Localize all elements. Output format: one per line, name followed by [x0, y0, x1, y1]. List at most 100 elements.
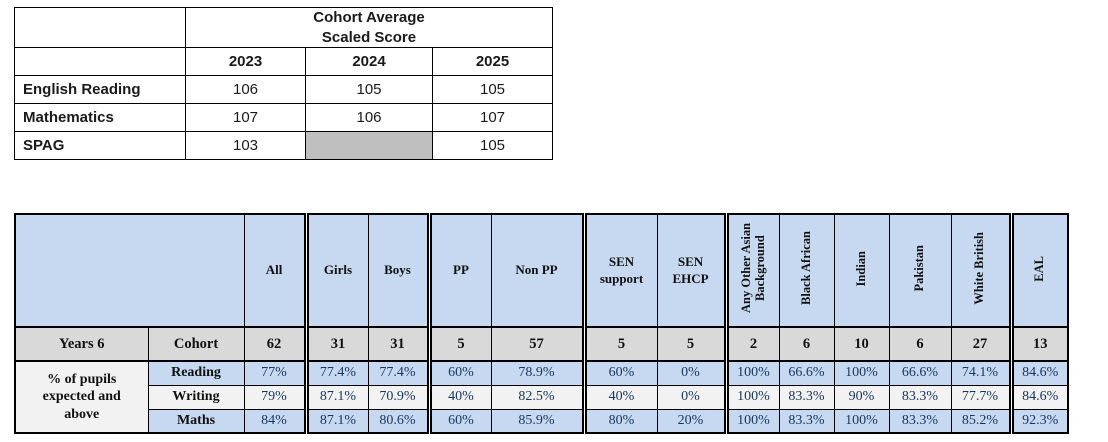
cohort-row: Years 6 Cohort 62 31 31 5 57 5 5 2 6 10 6 27 13 — [14, 326, 1069, 362]
col-header-indian: Indian — [833, 213, 890, 328]
year-header-2024: 2024 — [305, 47, 433, 76]
col-header-pp: PP — [426, 213, 492, 328]
spag-2024-empty-cell — [305, 131, 433, 160]
score-cell: 107 — [185, 103, 306, 132]
percentage-cell: 100% — [723, 360, 780, 386]
row-label-english-reading: English Reading — [14, 75, 186, 104]
score-cell: 105 — [305, 75, 433, 104]
percentage-cell: 83.3% — [778, 408, 835, 434]
col-header-all: All — [243, 213, 307, 328]
percentage-cell: 87.1% — [303, 408, 369, 434]
percentage-cell: 85.9% — [490, 408, 585, 434]
col-header-label: Girls — [323, 262, 353, 278]
year-header-2025: 2025 — [431, 47, 554, 76]
cohort-average-table: Cohort Average Scaled Score 2023 2024 20… — [14, 7, 554, 160]
percentage-cell: 84.6% — [1008, 360, 1069, 386]
data-row-writing: Writing 79% 87.1% 70.9% 40% 82.5% 40% 0% 100% 83.… — [15, 384, 1069, 410]
percentage-cell: 84.6% — [1008, 384, 1069, 410]
col-header-label: All — [265, 262, 283, 278]
top-title-row: Cohort Average Scaled Score — [14, 7, 554, 48]
row-label-spag: SPAG — [14, 131, 186, 160]
percentage-cell: 100% — [833, 408, 890, 434]
score-cell: 106 — [185, 75, 306, 104]
column-header-row: All Girls Boys PP Non PP SEN support SEN EHCP A… — [14, 213, 1069, 328]
percentage-cell: 83.3% — [778, 384, 835, 410]
percentage-cell: 83.3% — [888, 384, 952, 410]
score-cell: 105 — [431, 75, 554, 104]
col-header-black-african: Black African — [778, 213, 835, 328]
years-group-label: Years 6 — [14, 326, 149, 362]
score-cell: 106 — [305, 103, 433, 132]
percentage-cell: 100% — [723, 408, 780, 434]
cohort-value-cell: 6 — [778, 326, 835, 362]
percentage-cell: 83.3% — [888, 408, 952, 434]
percentage-cell: 90% — [833, 384, 890, 410]
percentage-cell: 40% — [426, 384, 492, 410]
score-cell: 107 — [431, 103, 554, 132]
row-label-writing: Writing — [147, 384, 245, 410]
col-header-eal: EAL — [1008, 213, 1069, 328]
top-table-title-line2: Scaled Score — [321, 28, 417, 46]
col-header-label: Pakistan — [912, 245, 927, 292]
percentage-cell: 60% — [426, 360, 492, 386]
percentage-cell: 77% — [243, 360, 307, 386]
year-header-2023: 2023 — [185, 47, 306, 76]
col-header-label: SEN EHCP — [672, 254, 709, 286]
row-label-reading: Reading — [147, 360, 245, 386]
header-blank-cell — [14, 213, 245, 328]
col-header-label: White British — [972, 232, 987, 305]
attainment-table: All Girls Boys PP Non PP SEN support SEN EHCP A… — [14, 213, 1069, 434]
percentage-cell: 66.6% — [888, 360, 952, 386]
percentage-cell: 80% — [581, 408, 658, 434]
cohort-value-cell: 62 — [243, 326, 307, 362]
percentage-cell: 84% — [243, 408, 307, 434]
cohort-value-cell: 31 — [367, 326, 430, 362]
cohort-value-cell: 10 — [833, 326, 890, 362]
table-row-mathematics: Mathematics 107 106 107 — [14, 103, 554, 132]
top-blank-corner-cell — [14, 7, 186, 48]
score-cell: 103 — [185, 131, 306, 160]
percentage-cell: 100% — [723, 384, 780, 410]
percentage-cell: 40% — [581, 384, 658, 410]
col-header-label: Boys — [384, 262, 411, 278]
cohort-label: Cohort — [147, 326, 245, 362]
col-header-pakistan: Pakistan — [888, 213, 952, 328]
percentage-cell: 82.5% — [490, 384, 585, 410]
col-header-label: Black African — [798, 231, 813, 306]
cohort-value-cell: 2 — [723, 326, 780, 362]
table-row-english-reading: English Reading 106 105 105 — [14, 75, 554, 104]
top-table-title-line1: Cohort Average — [313, 9, 425, 26]
data-row-reading: % of pupils expected and above Reading 77%… — [14, 360, 1069, 434]
percentage-cell: 87.1% — [303, 384, 369, 410]
cohort-value-cell: 27 — [950, 326, 1012, 362]
percentage-cell: 0% — [656, 384, 727, 410]
col-header-label: PP — [453, 262, 469, 278]
percentage-cell: 74.1% — [950, 360, 1012, 386]
percentage-cell: 100% — [833, 360, 890, 386]
col-header-label: EAL — [1032, 255, 1047, 282]
data-row-maths: Maths 84% 87.1% 80.6% 60% 85.9% 80% 20% 100% 83.3… — [15, 408, 1069, 434]
table-row-spag: SPAG 103 105 — [14, 131, 554, 160]
col-header-white-british: White British — [950, 213, 1012, 328]
cohort-value-cell: 5 — [581, 326, 658, 362]
col-header-girls: Girls — [303, 213, 369, 328]
percentage-cell: 92.3% — [1008, 408, 1069, 434]
col-header-sen-ehcp: SEN EHCP — [656, 213, 727, 328]
cohort-value-cell: 31 — [303, 326, 369, 362]
percentage-cell: 78.9% — [490, 360, 585, 386]
row-label-maths: Maths — [147, 408, 245, 434]
percentage-cell: 0% — [656, 360, 727, 386]
cohort-value-cell: 5 — [656, 326, 727, 362]
score-cell: 105 — [431, 131, 554, 160]
percentage-cell: 77.4% — [303, 360, 369, 386]
top-blank-cell — [14, 47, 186, 76]
top-table-title: Cohort Average Scaled Score — [184, 7, 554, 48]
col-header-non-pp: Non PP — [490, 213, 585, 328]
col-header-any-other-asian-background: Any Other Asian Background — [723, 213, 780, 328]
col-header-boys: Boys — [367, 213, 430, 328]
col-header-label: Any Other Asian Background — [738, 223, 767, 314]
col-header-label: SEN support — [599, 254, 644, 286]
percentage-cell: 77.4% — [367, 360, 430, 386]
percentage-cell: 20% — [656, 408, 727, 434]
percentage-cell: 85.2% — [950, 408, 1012, 434]
